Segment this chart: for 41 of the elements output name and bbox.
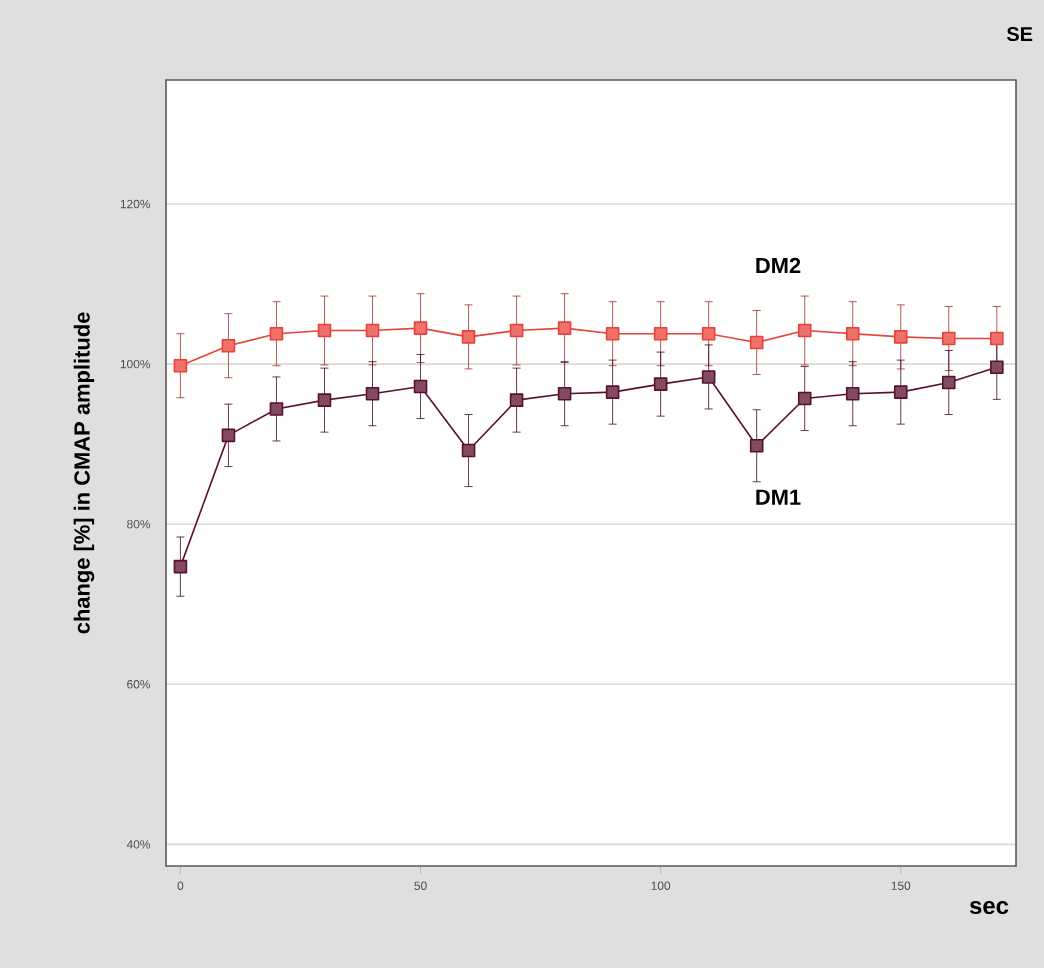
point	[221, 338, 236, 353]
point	[557, 321, 572, 335]
point	[221, 428, 236, 443]
point	[990, 331, 1004, 346]
text: DM2	[756, 257, 801, 274]
point	[461, 443, 476, 458]
point	[749, 335, 764, 350]
point	[365, 323, 380, 338]
point	[605, 385, 620, 399]
point	[893, 385, 908, 399]
point	[413, 321, 428, 335]
point	[797, 391, 812, 406]
point	[317, 323, 332, 338]
x-axis-title: sec	[969, 901, 1009, 915]
point	[653, 377, 668, 391]
point	[269, 402, 284, 416]
point	[461, 330, 476, 344]
point	[990, 360, 1004, 375]
point	[509, 393, 524, 407]
point	[557, 386, 572, 401]
point	[749, 438, 764, 453]
point	[893, 330, 908, 344]
text: SE	[1006, 27, 1033, 42]
point	[173, 559, 188, 574]
point	[653, 326, 668, 341]
point	[173, 358, 188, 373]
point	[269, 326, 284, 341]
point	[941, 331, 956, 346]
point	[797, 323, 812, 338]
series-label: DM1	[756, 489, 801, 505]
point	[413, 379, 428, 394]
point	[365, 386, 380, 401]
y-axis-title: change [%] in CMAP amplitude	[73, 312, 95, 634]
point	[317, 393, 332, 407]
point	[701, 370, 716, 384]
point	[845, 326, 860, 341]
point	[701, 326, 716, 341]
point	[509, 323, 524, 338]
point	[941, 375, 956, 390]
point	[845, 386, 860, 401]
point	[605, 326, 620, 341]
